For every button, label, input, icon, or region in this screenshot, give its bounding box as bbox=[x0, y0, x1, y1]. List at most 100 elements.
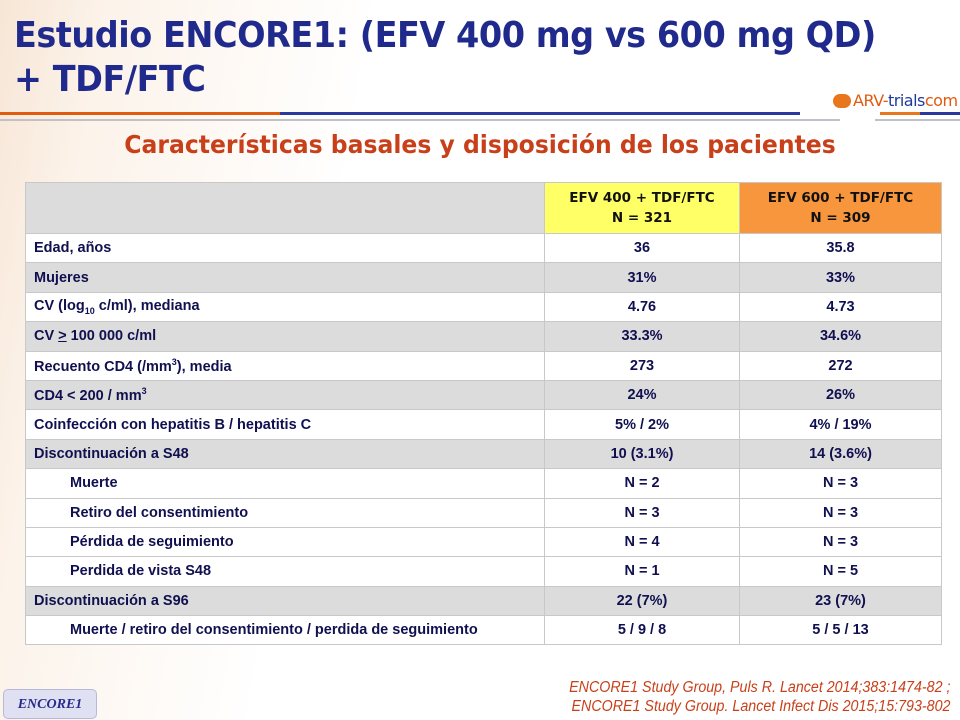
row-label: Retiro del consentimiento bbox=[25, 497, 545, 528]
efv400-value: N = 2 bbox=[544, 468, 740, 499]
table-row: CV > 100 000 c/ml 33.3% 34.6% bbox=[25, 321, 942, 352]
row-label-text: Recuento CD4 (/mm bbox=[34, 358, 172, 375]
header-label: EFV 400 + TDF/FTC bbox=[569, 190, 715, 206]
row-label-text: Perdida de vista S48 bbox=[70, 563, 212, 580]
row-label: Pérdida de seguimiento bbox=[25, 526, 545, 558]
header-divider bbox=[0, 119, 840, 121]
superscript: 3 bbox=[141, 386, 147, 397]
row-label-text: Discontinuación a S48 bbox=[34, 445, 189, 462]
reference-line: ENCORE1 Study Group, Puls R. Lancet 2014… bbox=[568, 679, 950, 696]
symbol: > bbox=[58, 328, 67, 345]
row-label-text: Pérdida de seguimiento bbox=[70, 534, 234, 551]
efv600-value: N = 3 bbox=[739, 526, 942, 558]
header-efv400: EFV 400 + TDF/FTC N = 321 bbox=[544, 182, 740, 234]
row-label-text: CV bbox=[34, 328, 59, 345]
row-label: Mujeres bbox=[25, 262, 545, 293]
efv600-value: 14 (3.6%) bbox=[739, 438, 942, 470]
table-row: Edad, años 36 35.8 bbox=[25, 232, 942, 264]
header-efv600: EFV 600 + TDF/FTC N = 309 bbox=[739, 182, 942, 234]
header-n: N = 321 bbox=[611, 210, 673, 226]
reference: ENCORE1 Study Group, Puls R. Lancet 2014… bbox=[569, 678, 950, 716]
row-label: Discontinuación a S48 bbox=[25, 438, 545, 470]
row-label-text: Mujeres bbox=[34, 269, 89, 286]
pill-icon bbox=[833, 94, 851, 108]
header-divider bbox=[280, 112, 800, 115]
table-row: Coinfección con hepatitis B / hepatitis … bbox=[25, 409, 942, 440]
table-row: Mujeres 31% 33% bbox=[25, 262, 942, 293]
efv600-value: N = 3 bbox=[739, 468, 942, 499]
row-label-text: Edad, años bbox=[34, 240, 112, 257]
header-label: EFV 600 + TDF/FTC bbox=[767, 190, 914, 206]
table-row: Pérdida de seguimiento N = 4 N = 3 bbox=[25, 526, 942, 558]
logo-text: trials bbox=[887, 91, 925, 110]
header-divider bbox=[920, 112, 960, 115]
efv400-value: 5% / 2% bbox=[544, 409, 740, 440]
logo-text: com bbox=[924, 91, 958, 110]
efv400-value: 24% bbox=[544, 379, 740, 411]
efv400-value: 22 (7%) bbox=[544, 585, 740, 617]
row-label-text: Coinfección con hepatitis B / hepatitis … bbox=[34, 416, 312, 433]
subscript: 10 bbox=[84, 305, 95, 316]
row-label: Muerte / retiro del consentimiento / per… bbox=[25, 615, 545, 646]
table-header-row: EFV 400 + TDF/FTC N = 321 EFV 600 + TDF/F… bbox=[25, 182, 942, 234]
efv600-value: 23 (7%) bbox=[739, 585, 942, 617]
title-line-2: + TDF/FTC bbox=[14, 59, 206, 100]
row-label-text: CD4 < 200 / mm bbox=[34, 388, 142, 405]
efv400-value: 10 (3.1%) bbox=[544, 438, 740, 470]
header-empty-cell bbox=[25, 182, 545, 234]
reference-line: ENCORE1 Study Group. Lancet Infect Dis 2… bbox=[571, 698, 950, 715]
efv600-value: 4.73 bbox=[739, 291, 942, 323]
row-label: Discontinuación a S96 bbox=[25, 585, 545, 617]
slide-title: Estudio ENCORE1: (EFV 400 mg vs 600 mg Q… bbox=[14, 14, 876, 102]
efv600-value: 26% bbox=[739, 379, 942, 411]
slide-subtitle: Características basales y disposición de… bbox=[124, 130, 836, 159]
efv600-value: N = 3 bbox=[739, 497, 942, 528]
table-row: Muerte / retiro del consentimiento / per… bbox=[25, 615, 942, 646]
row-label: CV > 100 000 c/ml bbox=[25, 321, 545, 352]
row-label-text: Discontinuación a S96 bbox=[34, 592, 189, 609]
row-label: CD4 < 200 / mm3 bbox=[25, 379, 545, 411]
table-row: Muerte N = 2 N = 3 bbox=[25, 468, 942, 499]
efv400-value: 4.76 bbox=[544, 291, 740, 323]
table-row: CD4 < 200 / mm3 24% 26% bbox=[25, 379, 942, 411]
arv-trials-logo: ARV-trialscom bbox=[833, 91, 958, 110]
table-row: Retiro del consentimiento N = 3 N = 3 bbox=[25, 497, 942, 528]
efv600-value: 33% bbox=[739, 262, 942, 293]
efv400-value: 31% bbox=[544, 262, 740, 293]
table-row: Recuento CD4 (/mm3), media 273 272 bbox=[25, 350, 942, 381]
efv600-value: 4% / 19% bbox=[739, 409, 942, 440]
efv400-value: 36 bbox=[544, 232, 740, 264]
row-label: Perdida de vista S48 bbox=[25, 556, 545, 587]
header-divider bbox=[875, 119, 960, 121]
efv600-value: 5 / 5 / 13 bbox=[739, 615, 942, 646]
efv600-value: 272 bbox=[739, 350, 942, 381]
header-n: N = 309 bbox=[810, 210, 871, 226]
efv400-value: 33.3% bbox=[544, 321, 740, 352]
efv600-value: 35.8 bbox=[739, 232, 942, 264]
logo-text: ARV- bbox=[853, 91, 888, 110]
row-label: Recuento CD4 (/mm3), media bbox=[25, 350, 545, 381]
baseline-table: EFV 400 + TDF/FTC N = 321 EFV 600 + TDF/F… bbox=[25, 182, 942, 646]
table-row: Perdida de vista S48 N = 1 N = 5 bbox=[25, 556, 942, 587]
row-label: Muerte bbox=[25, 468, 545, 499]
row-label: Coinfección con hepatitis B / hepatitis … bbox=[25, 409, 545, 440]
header-divider bbox=[880, 112, 920, 115]
row-label-text: c/ml), mediana bbox=[94, 298, 200, 315]
row-label-text: Retiro del consentimiento bbox=[70, 504, 249, 521]
efv600-value: 34.6% bbox=[739, 321, 942, 352]
row-label-text: CV (log bbox=[34, 298, 85, 315]
efv400-value: 273 bbox=[544, 350, 740, 381]
header-divider bbox=[0, 112, 280, 115]
study-badge: ENCORE1 bbox=[3, 689, 97, 719]
row-label: Edad, años bbox=[25, 232, 545, 264]
table-row: Discontinuación a S96 22 (7%) 23 (7%) bbox=[25, 585, 942, 617]
efv400-value: 5 / 9 / 8 bbox=[544, 615, 740, 646]
row-label-text: ), media bbox=[176, 358, 232, 375]
efv400-value: N = 1 bbox=[544, 556, 740, 587]
efv600-value: N = 5 bbox=[739, 556, 942, 587]
row-label-text: 100 000 c/ml bbox=[66, 328, 157, 345]
table-row: Discontinuación a S48 10 (3.1%) 14 (3.6%… bbox=[25, 438, 942, 470]
row-label: CV (log10 c/ml), mediana bbox=[25, 291, 545, 323]
table-row: CV (log10 c/ml), mediana 4.76 4.73 bbox=[25, 291, 942, 323]
title-line-1: Estudio ENCORE1: (EFV 400 mg vs 600 mg Q… bbox=[14, 15, 876, 56]
